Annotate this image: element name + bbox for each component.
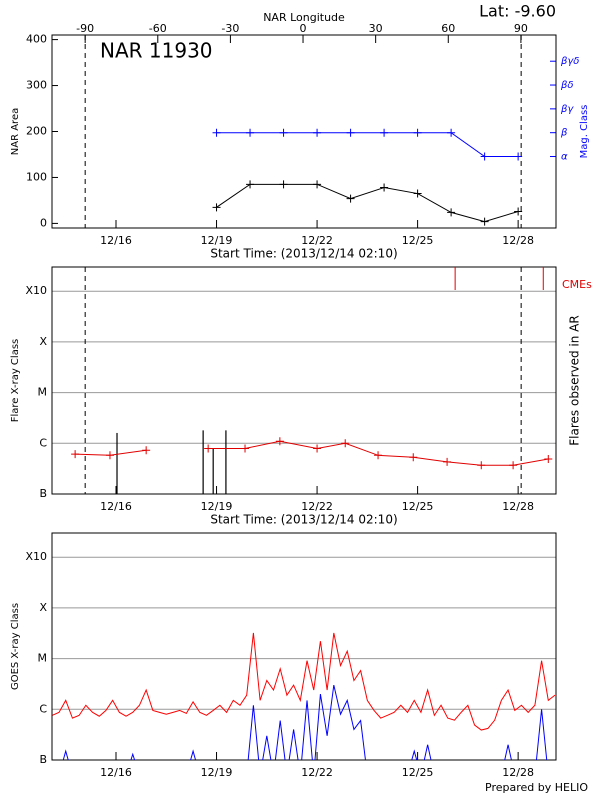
x-tick-label: 12/19 — [201, 766, 233, 779]
x-tick-label: 12/22 — [301, 234, 333, 247]
series-line — [216, 183, 519, 223]
x-tick-label: 12/16 — [100, 500, 132, 513]
y2-tick-label: β — [560, 128, 568, 139]
point-marker — [212, 128, 221, 137]
plot-area — [51, 266, 557, 495]
point-marker — [313, 180, 322, 189]
x-tick-label: 12/16 — [100, 234, 132, 247]
x2-tick-label: 30 — [369, 22, 383, 35]
x-tick-label: 12/25 — [402, 234, 434, 247]
point-marker — [71, 450, 80, 459]
point-marker — [346, 194, 355, 203]
series-line — [62, 684, 548, 760]
y-tick-label: 400 — [26, 33, 47, 46]
plot-area — [51, 532, 557, 761]
y-axis-label: GOES X-ray Class — [10, 603, 21, 690]
y-tick-label: B — [39, 487, 47, 500]
point-marker — [313, 128, 322, 137]
point-marker — [443, 457, 452, 466]
point-marker — [241, 444, 250, 453]
point-marker — [480, 152, 489, 161]
x2-axis-label: NAR Longitude — [263, 11, 345, 24]
point-marker — [246, 128, 255, 137]
point-marker — [105, 451, 114, 460]
point-marker — [447, 128, 456, 137]
point-marker — [380, 128, 389, 137]
y-tick-label: B — [39, 753, 47, 766]
y-tick-label: C — [39, 436, 47, 449]
point-marker — [447, 208, 456, 217]
y-axis-label: NAR Area — [10, 108, 21, 155]
point-marker — [380, 183, 389, 192]
x2-tick-label: -90 — [76, 22, 94, 35]
point-marker — [275, 437, 284, 446]
y-tick-label: 100 — [26, 170, 47, 183]
point-marker — [477, 461, 486, 470]
plot-area — [51, 34, 557, 229]
y-axis-label: Flare X-ray Class — [10, 339, 21, 423]
y-tick-label: X10 — [25, 284, 47, 297]
x-tick-label: 12/28 — [502, 766, 534, 779]
x-tick-label: 12/25 — [402, 766, 434, 779]
y-tick-label: C — [39, 702, 47, 715]
point-marker — [409, 453, 418, 462]
footer: Prepared by HELIO — [485, 781, 588, 794]
y2-tick-label: βδ — [560, 80, 574, 91]
x-tick-label: 12/19 — [201, 234, 233, 247]
y2-tick-label: α — [561, 152, 568, 163]
point-marker — [514, 152, 523, 161]
x2-tick-label: 90 — [514, 22, 528, 35]
x-axis-label: Start Time: (2013/12/14 02:10) — [210, 247, 397, 261]
x2-tick-label: 60 — [441, 22, 455, 35]
x2-tick-label: 0 — [300, 22, 307, 35]
x-tick-label: 12/22 — [301, 766, 333, 779]
y-tick-label: 0 — [40, 216, 47, 229]
y-tick-label: 200 — [26, 125, 47, 138]
cme-label: CMEs — [562, 278, 592, 291]
point-marker — [346, 128, 355, 137]
series-line — [52, 632, 556, 731]
x-tick-label: 12/16 — [100, 766, 132, 779]
point-marker — [142, 446, 151, 455]
x-tick-label: 12/28 — [502, 500, 534, 513]
x-tick-label: 12/25 — [402, 500, 434, 513]
point-marker — [212, 203, 221, 212]
annotation: Lat: -9.60 — [479, 2, 556, 21]
point-marker — [509, 461, 518, 470]
point-marker — [413, 128, 422, 137]
y2-axis-label: Mag. Class — [579, 105, 590, 159]
chart-title: NAR 11930 — [100, 39, 213, 63]
x2-tick-label: -60 — [149, 22, 167, 35]
point-marker — [480, 217, 489, 226]
point-marker — [544, 455, 553, 464]
point-marker — [374, 451, 383, 460]
point-marker — [204, 444, 213, 453]
y-tick-label: 300 — [26, 79, 47, 92]
y-tick-label: X10 — [25, 550, 47, 563]
x-tick-label: 12/22 — [301, 500, 333, 513]
y2-tick-label: βγ — [560, 104, 574, 115]
y-tick-label: X — [39, 335, 47, 348]
point-marker — [313, 444, 322, 453]
y2-axis-label: Flares observed in AR — [568, 315, 582, 445]
x-axis-label: Start Time: (2013/12/14 02:10) — [210, 513, 397, 527]
x2-tick-label: -30 — [221, 22, 239, 35]
point-marker — [279, 128, 288, 137]
y-tick-label: M — [38, 652, 48, 665]
y-tick-label: X — [39, 601, 47, 614]
x-tick-label: 12/19 — [201, 500, 233, 513]
point-marker — [413, 189, 422, 198]
series-line — [216, 132, 519, 158]
y2-tick-label: βγδ — [560, 56, 579, 67]
point-marker — [246, 180, 255, 189]
point-marker — [514, 207, 523, 216]
x-tick-label: 12/28 — [502, 234, 534, 247]
y-tick-label: M — [38, 386, 48, 399]
point-marker — [279, 180, 288, 189]
point-marker — [341, 439, 350, 448]
